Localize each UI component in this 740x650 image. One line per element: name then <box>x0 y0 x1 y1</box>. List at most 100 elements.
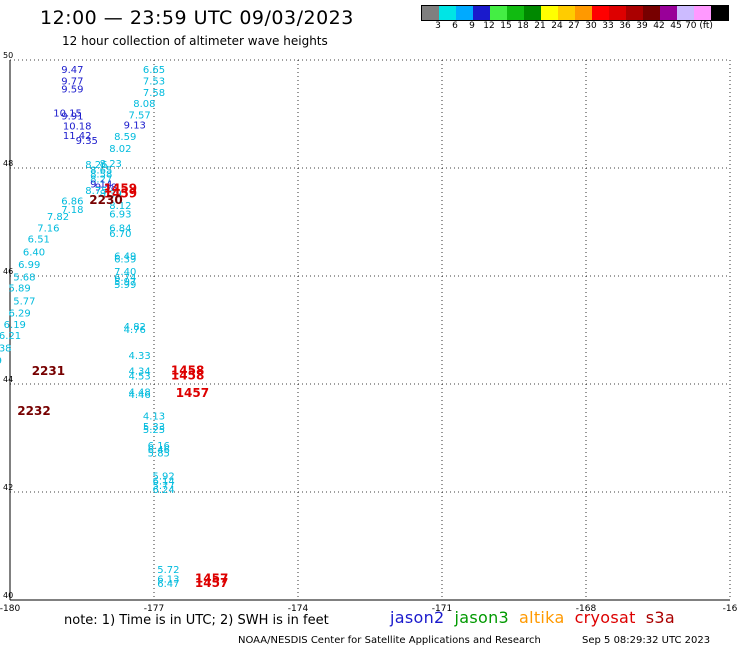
wave-height-label: 9.59 <box>61 84 83 95</box>
credit-line: NOAA/NESDIS Center for Satellite Applica… <box>238 635 541 646</box>
legend-swatch <box>541 6 558 20</box>
time-stamp-label: 2231 <box>32 364 65 378</box>
legend-swatch <box>524 6 541 20</box>
legend-label: 24 <box>551 21 563 31</box>
wave-height-label: 4.76 <box>124 325 146 336</box>
wave-height-label: 6.19 <box>4 320 26 331</box>
wave-height-label: 9.14 <box>90 179 112 190</box>
map-grid <box>9 59 731 601</box>
time-stamp-label: 1458 <box>171 369 204 383</box>
wave-height-label: 8.02 <box>109 144 131 155</box>
legend-swatch <box>694 6 711 20</box>
latitude-tick-label: 46 <box>3 267 13 276</box>
wave-height-label: 4.82 <box>124 322 146 333</box>
wave-height-label: 8.23 <box>100 159 122 170</box>
wave-height-label: 5.99 <box>114 280 136 291</box>
legend-label: 70 (ft) <box>685 21 713 31</box>
color-scale-labels: 3 6 9 12 15 18 21 24 27 30 33 36 39 42 45 70 (ft) <box>421 21 740 33</box>
time-stamp-label: 2230 <box>89 193 122 207</box>
time-stamp-label: 1457 <box>176 386 209 400</box>
wave-height-label: 6.40 <box>23 247 45 258</box>
wave-height-label: 9.91 <box>61 111 83 122</box>
page-title: 12:00 — 23:59 UTC 09/03/2023 <box>40 7 354 29</box>
wave-height-label: 4.34 <box>128 366 150 377</box>
satellite-label-jason2: jason2 <box>390 608 445 627</box>
legend-label: 12 <box>483 21 495 31</box>
wave-height-label: 10.15 <box>53 109 82 120</box>
legend-swatch <box>575 6 592 20</box>
wave-height-label: 6.14 <box>152 476 174 487</box>
wave-height-label: 8.39 <box>100 189 122 200</box>
footnote: note: 1) Time is in UTC; 2) SWH is in fe… <box>64 613 329 628</box>
wave-height-label: 5.33 <box>143 422 165 433</box>
wave-height-label: 6.29 <box>8 309 30 320</box>
wave-height-label: 5.92 <box>152 472 174 483</box>
legend-label: 9 <box>469 21 475 31</box>
legend-swatch <box>456 6 473 20</box>
wave-height-label: 5.77 <box>152 481 174 492</box>
legend-label: 15 <box>500 21 512 31</box>
time-stamp-label: 1458 <box>171 363 204 377</box>
wave-height-label: 6.16 <box>148 441 170 452</box>
latitude-tick-label: 44 <box>3 375 13 384</box>
wave-height-label: 6.47 <box>157 579 179 590</box>
generated-timestamp: Sep 5 08:29:32 UTC 2023 <box>582 635 711 646</box>
wave-height-label: 6.84 <box>109 224 131 235</box>
longitude-tick-label: -177 <box>144 604 164 614</box>
time-stamp-label: 1457 <box>195 576 228 590</box>
satellite-label-cryosat: cryosat <box>574 608 636 627</box>
wave-height-label: 4.33 <box>128 351 150 362</box>
time-stamp-label: 1459 <box>104 181 137 195</box>
color-scale-legend <box>421 5 729 21</box>
wave-height-label: 7.57 <box>128 110 150 121</box>
wave-height-label: 5.97 <box>114 277 136 288</box>
legend-swatch <box>439 6 456 20</box>
wave-height-label: 5.79 <box>0 356 2 367</box>
satellite-label-jason3: jason3 <box>454 608 509 627</box>
longitude-tick-label: -180 <box>0 604 20 614</box>
legend-swatch <box>490 6 507 20</box>
time-stamp-label: 1457 <box>195 572 228 586</box>
legend-swatch <box>660 6 677 20</box>
legend-swatch <box>592 6 609 20</box>
wave-height-label: 11.42 <box>63 131 92 142</box>
wave-height-label: 6.51 <box>28 235 50 246</box>
legend-label: 27 <box>568 21 580 31</box>
legend-swatch <box>711 6 728 20</box>
legend-swatch <box>507 6 524 20</box>
wave-height-label: 5.72 <box>157 565 179 576</box>
satellite-label-s3a: s3a <box>645 608 675 627</box>
legend-swatch <box>609 6 626 20</box>
legend-swatch <box>677 6 694 20</box>
latitude-tick-label: 42 <box>3 483 13 492</box>
legend-swatch <box>473 6 490 20</box>
wave-height-label: 7.40 <box>114 267 136 278</box>
wave-height-label: 5.77 <box>13 297 35 308</box>
wave-height-label: 8.26 <box>85 160 107 171</box>
wave-height-label: 9.13 <box>124 121 146 132</box>
wave-height-label: 9.47 <box>61 65 83 76</box>
legend-label: 45 <box>670 21 682 31</box>
map-axis-ticks: -180 -177 -174 -171 -168 -16 50 48 46 44 42 40 <box>0 51 738 614</box>
longitude-tick-label: -174 <box>288 604 309 614</box>
wave-height-label: 6.21 <box>0 331 21 342</box>
legend-label: 30 <box>585 21 597 31</box>
legend-label: 6 <box>452 21 458 31</box>
wave-height-label: 6.74 <box>114 273 136 284</box>
wave-height-label: 6.13 <box>157 575 179 586</box>
wave-height-label: 4.53 <box>128 372 150 383</box>
legend-label: 18 <box>517 21 529 31</box>
longitude-tick-label: -16 <box>723 604 738 614</box>
wave-height-label: 4.13 <box>143 412 165 423</box>
latitude-tick-label: 48 <box>3 159 13 168</box>
legend-swatch <box>422 6 439 20</box>
satellite-legend: jason2 jason3 altika cryosat s3a <box>390 608 685 627</box>
wave-height-label: 10.18 <box>63 122 92 133</box>
wave-height-label: 6.70 <box>109 229 131 240</box>
legend-label: 33 <box>602 21 614 31</box>
wave-height-label: 6.49 <box>114 251 136 262</box>
wave-height-label: 6.93 <box>109 210 131 221</box>
wave-height-label: 8.58 <box>90 170 112 181</box>
wave-height-label: 6.65 <box>143 65 165 76</box>
